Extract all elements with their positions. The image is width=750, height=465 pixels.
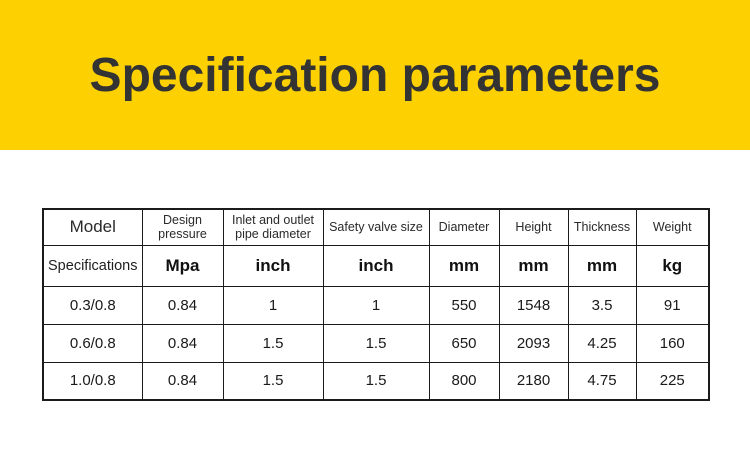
unit-cell-specifications: Specifications — [42, 244, 143, 287]
column-header-thickness: Thickness — [567, 208, 637, 246]
page-title: Specification parameters — [89, 48, 661, 102]
table-cell-pipe-diameter: 1.5 — [222, 361, 324, 401]
column-header-diameter: Diameter — [428, 208, 500, 246]
table-cell-pipe-diameter: 1 — [222, 285, 324, 325]
table-cell-design-pressure: 0.84 — [141, 361, 224, 401]
table-cell-thickness: 4.75 — [567, 361, 637, 401]
table-cell-weight: 91 — [635, 285, 710, 325]
table-cell-weight: 225 — [635, 361, 710, 401]
table-row: 1.0/0.8 0.84 1.5 1.5 800 2180 4.75 225 — [42, 361, 710, 401]
table-cell-thickness: 3.5 — [567, 285, 637, 325]
unit-cell-kg: kg — [635, 244, 710, 287]
specifications-table: Model Design pressure Inlet and outlet p… — [42, 208, 710, 401]
table-cell-height: 2180 — [498, 361, 569, 401]
table-cell-design-pressure: 0.84 — [141, 285, 224, 325]
table-cell-diameter: 550 — [428, 285, 500, 325]
table-cell-model: 1.0/0.8 — [42, 361, 143, 401]
unit-cell-inch-pipe: inch — [222, 244, 324, 287]
unit-cell-mm-thickness: mm — [567, 244, 637, 287]
table-cell-weight: 160 — [635, 323, 710, 363]
table-cell-thickness: 4.25 — [567, 323, 637, 363]
table-units-row: Specifications Mpa inch inch mm mm mm kg — [42, 244, 710, 287]
table-cell-safety-valve-size: 1.5 — [322, 323, 430, 363]
table-cell-height: 1548 — [498, 285, 569, 325]
column-header-weight: Weight — [635, 208, 710, 246]
spec-table-container: Model Design pressure Inlet and outlet p… — [42, 208, 750, 401]
column-header-safety-valve-size: Safety valve size — [322, 208, 430, 246]
table-cell-design-pressure: 0.84 — [141, 323, 224, 363]
table-cell-height: 2093 — [498, 323, 569, 363]
table-cell-pipe-diameter: 1.5 — [222, 323, 324, 363]
column-header-design-pressure: Design pressure — [141, 208, 224, 246]
table-row: 0.3/0.8 0.84 1 1 550 1548 3.5 91 — [42, 285, 710, 325]
table-cell-safety-valve-size: 1.5 — [322, 361, 430, 401]
unit-cell-mpa: Mpa — [141, 244, 224, 287]
column-header-height: Height — [498, 208, 569, 246]
unit-cell-mm-diameter: mm — [428, 244, 500, 287]
table-cell-model: 0.3/0.8 — [42, 285, 143, 325]
table-row: 0.6/0.8 0.84 1.5 1.5 650 2093 4.25 160 — [42, 323, 710, 363]
column-header-pipe-diameter: Inlet and outlet pipe diameter — [222, 208, 324, 246]
table-cell-diameter: 800 — [428, 361, 500, 401]
table-header-row: Model Design pressure Inlet and outlet p… — [42, 208, 710, 246]
unit-cell-mm-height: mm — [498, 244, 569, 287]
unit-cell-inch-valve: inch — [322, 244, 430, 287]
table-cell-model: 0.6/0.8 — [42, 323, 143, 363]
column-header-model: Model — [42, 208, 143, 246]
title-banner: Specification parameters — [0, 0, 750, 150]
table-cell-safety-valve-size: 1 — [322, 285, 430, 325]
table-cell-diameter: 650 — [428, 323, 500, 363]
